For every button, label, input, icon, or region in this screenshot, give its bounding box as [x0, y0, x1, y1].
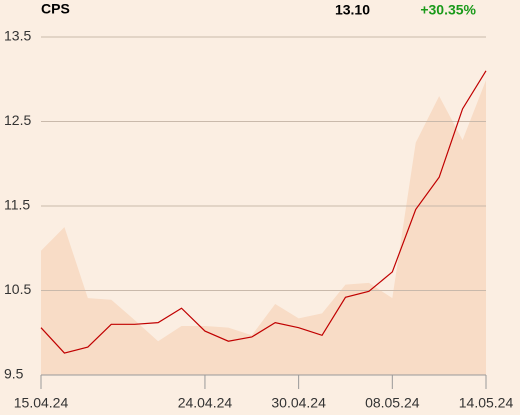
y-tick-label: 9.5 [4, 366, 24, 382]
area [41, 80, 486, 375]
line [40, 70, 487, 354]
chart-title: CPS [41, 1, 70, 17]
y-tick-label: 11.5 [4, 197, 30, 213]
x-tick-label: 14.05.24 [459, 395, 514, 411]
y-tick-label: 10.5 [4, 281, 31, 297]
x-tick-label: 30.04.24 [271, 395, 326, 411]
change: +30.35% [420, 2, 476, 18]
x-tick-label: 24.04.24 [178, 395, 233, 411]
x-tick-label: 08.05.24 [365, 395, 420, 411]
x-tick-label: 15.04.24 [14, 395, 69, 411]
last-value: 13.10 [335, 2, 370, 18]
y-tick-label: 12.5 [4, 112, 31, 128]
y-tick-label: 13.5 [4, 28, 31, 44]
